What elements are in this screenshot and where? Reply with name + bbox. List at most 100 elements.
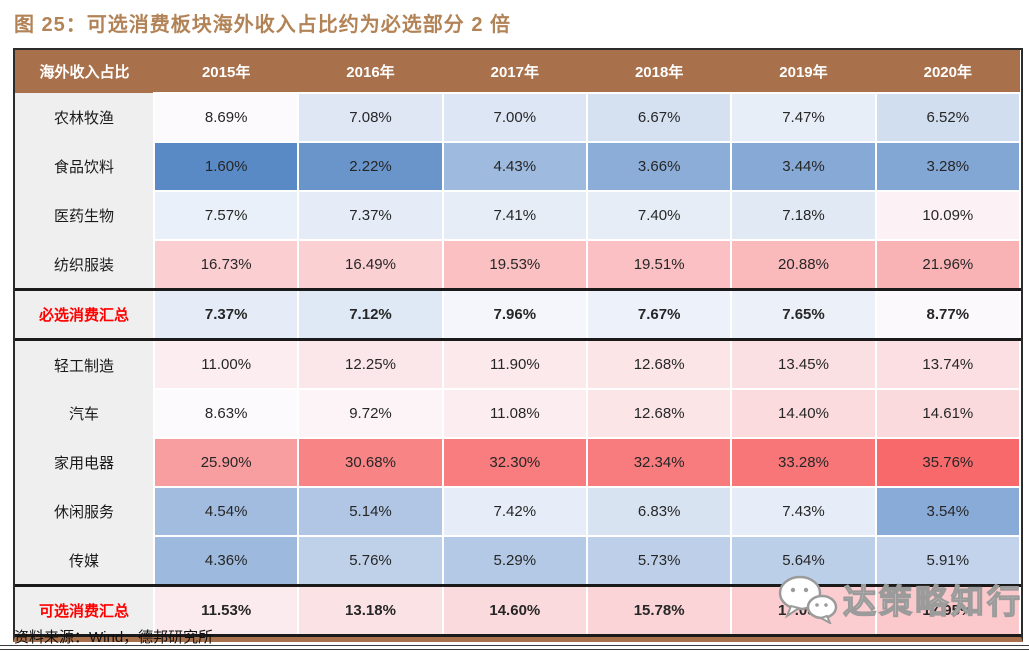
value-cell: 1.60%	[152, 141, 300, 192]
table-row: 家用电器 25.90% 30.68% 32.30% 32.34% 33.28% 35.76%	[15, 437, 1022, 488]
value-cell: 17.05%	[730, 584, 877, 637]
row-label: 可选消费汇总	[15, 584, 154, 637]
table-row: 可选消费汇总 11.53% 13.18% 14.60% 15.78% 17.05% 17.9…	[15, 584, 1022, 637]
value-cell: 3.44%	[730, 141, 877, 192]
value-cell: 8.77%	[874, 288, 1022, 341]
value-cell: 11.08%	[441, 388, 588, 439]
row-label: 必选消费汇总	[15, 288, 154, 341]
value-cell: 12.68%	[585, 388, 733, 439]
value-cell: 11.53%	[152, 584, 300, 637]
overseas-revenue-heatmap-table: 海外收入占比 2015年 2016年 2017年 2018年 2019年 2020年 农林牧…	[13, 48, 1023, 642]
value-cell: 19.51%	[585, 239, 733, 291]
value-cell: 7.18%	[730, 190, 877, 241]
value-cell: 5.91%	[874, 535, 1022, 587]
value-cell: 3.28%	[874, 141, 1022, 192]
table-row: 传媒 4.36% 5.76% 5.29% 5.73% 5.64% 5.91%	[15, 535, 1022, 587]
value-cell: 7.37%	[152, 288, 300, 341]
value-cell: 7.57%	[152, 190, 300, 241]
table-row: 食品饮料 1.60% 2.22% 4.43% 3.66% 3.44% 3.28%	[15, 141, 1022, 192]
table-row: 休闲服务 4.54% 5.14% 7.42% 6.83% 7.43% 3.54%	[15, 486, 1022, 537]
table-row: 医药生物 7.57% 7.37% 7.41% 7.40% 7.18% 10.09%	[15, 190, 1022, 241]
table-row: 轻工制造 11.00% 12.25% 11.90% 12.68% 13.45% 13.74%	[15, 338, 1022, 390]
year-header-2: 2016年	[298, 50, 443, 93]
value-cell: 7.42%	[441, 486, 588, 537]
year-header-5: 2019年	[731, 50, 876, 93]
value-cell: 16.73%	[152, 239, 300, 291]
value-cell: 5.14%	[297, 486, 444, 537]
value-cell: 25.90%	[152, 437, 300, 488]
table-row: 必选消费汇总 7.37% 7.12% 7.96% 7.67% 7.65% 8.77%	[15, 288, 1022, 341]
value-cell: 7.43%	[730, 486, 877, 537]
value-cell: 4.54%	[152, 486, 300, 537]
value-cell: 5.73%	[585, 535, 733, 587]
row-label: 休闲服务	[15, 487, 154, 536]
value-cell: 7.12%	[297, 288, 444, 341]
year-header-6: 2020年	[875, 50, 1020, 93]
value-cell: 13.18%	[297, 584, 444, 637]
table-row: 农林牧渔 8.69% 7.08% 7.00% 6.67% 7.47% 6.52%	[15, 92, 1022, 143]
value-cell: 14.61%	[874, 388, 1022, 439]
value-cell: 21.96%	[874, 239, 1022, 291]
row-label: 医药生物	[15, 191, 154, 240]
value-cell: 7.08%	[297, 92, 444, 143]
year-header-4: 2018年	[586, 50, 732, 93]
value-cell: 20.88%	[730, 239, 877, 291]
row-label: 农林牧渔	[15, 93, 154, 142]
row-label: 食品饮料	[15, 142, 154, 191]
value-cell: 8.69%	[152, 92, 300, 143]
row-label: 家用电器	[15, 438, 154, 487]
value-cell: 32.30%	[441, 437, 588, 488]
value-cell: 7.00%	[441, 92, 588, 143]
table-row: 汽车 8.63% 9.72% 11.08% 12.68% 14.40% 14.61%	[15, 388, 1022, 439]
value-cell: 7.65%	[730, 288, 877, 341]
value-cell: 11.00%	[152, 338, 300, 390]
value-cell: 35.76%	[874, 437, 1022, 488]
value-cell: 7.47%	[730, 92, 877, 143]
row-label: 轻工制造	[15, 339, 154, 389]
row-label: 汽车	[15, 389, 154, 438]
table-row: 纺织服装 16.73% 16.49% 19.53% 19.51% 20.88% 21.96%	[15, 239, 1022, 291]
value-cell: 33.28%	[730, 437, 877, 488]
year-header-1: 2015年	[154, 50, 299, 93]
value-cell: 8.63%	[152, 388, 300, 439]
value-cell: 13.45%	[730, 338, 877, 390]
year-header-3: 2017年	[442, 50, 587, 93]
value-cell: 9.72%	[297, 388, 444, 439]
value-cell: 17.95%	[874, 584, 1022, 637]
bottom-double-rule	[0, 645, 1029, 650]
value-cell: 32.34%	[585, 437, 733, 488]
value-cell: 6.83%	[585, 486, 733, 537]
value-cell: 4.36%	[152, 535, 300, 587]
source-note: 资料来源：Wind，德邦研究所	[14, 629, 214, 646]
value-cell: 15.78%	[585, 584, 733, 637]
value-cell: 16.49%	[297, 239, 444, 291]
table-header-row: 海外收入占比 2015年 2016年 2017年 2018年 2019年 2020年	[15, 50, 1020, 93]
value-cell: 11.90%	[441, 338, 588, 390]
figure-title: 图 25：可选消费板块海外收入占比约为必选部分 2 倍	[14, 14, 512, 36]
value-cell: 7.96%	[441, 288, 588, 341]
value-cell: 6.52%	[874, 92, 1022, 143]
value-cell: 14.40%	[730, 388, 877, 439]
value-cell: 4.43%	[441, 141, 588, 192]
value-cell: 13.74%	[874, 338, 1022, 390]
value-cell: 10.09%	[874, 190, 1022, 241]
value-cell: 12.25%	[297, 338, 444, 390]
value-cell: 12.68%	[585, 338, 733, 390]
value-cell: 6.67%	[585, 92, 733, 143]
row-label: 纺织服装	[15, 240, 154, 290]
value-cell: 14.60%	[441, 584, 588, 637]
value-cell: 7.41%	[441, 190, 588, 241]
row-label: 传媒	[15, 536, 154, 586]
value-cell: 30.68%	[297, 437, 444, 488]
value-cell: 7.67%	[585, 288, 733, 341]
value-cell: 2.22%	[297, 141, 444, 192]
value-cell: 3.54%	[874, 486, 1022, 537]
value-cell: 7.40%	[585, 190, 733, 241]
value-cell: 5.64%	[730, 535, 877, 587]
value-cell: 7.37%	[297, 190, 444, 241]
value-cell: 19.53%	[441, 239, 588, 291]
value-cell: 5.76%	[297, 535, 444, 587]
row-header-cell: 海外收入占比	[15, 50, 154, 93]
heatmap-table: 海外收入占比 2015年 2016年 2017年 2018年 2019年 2020年 农林牧…	[15, 50, 1022, 637]
